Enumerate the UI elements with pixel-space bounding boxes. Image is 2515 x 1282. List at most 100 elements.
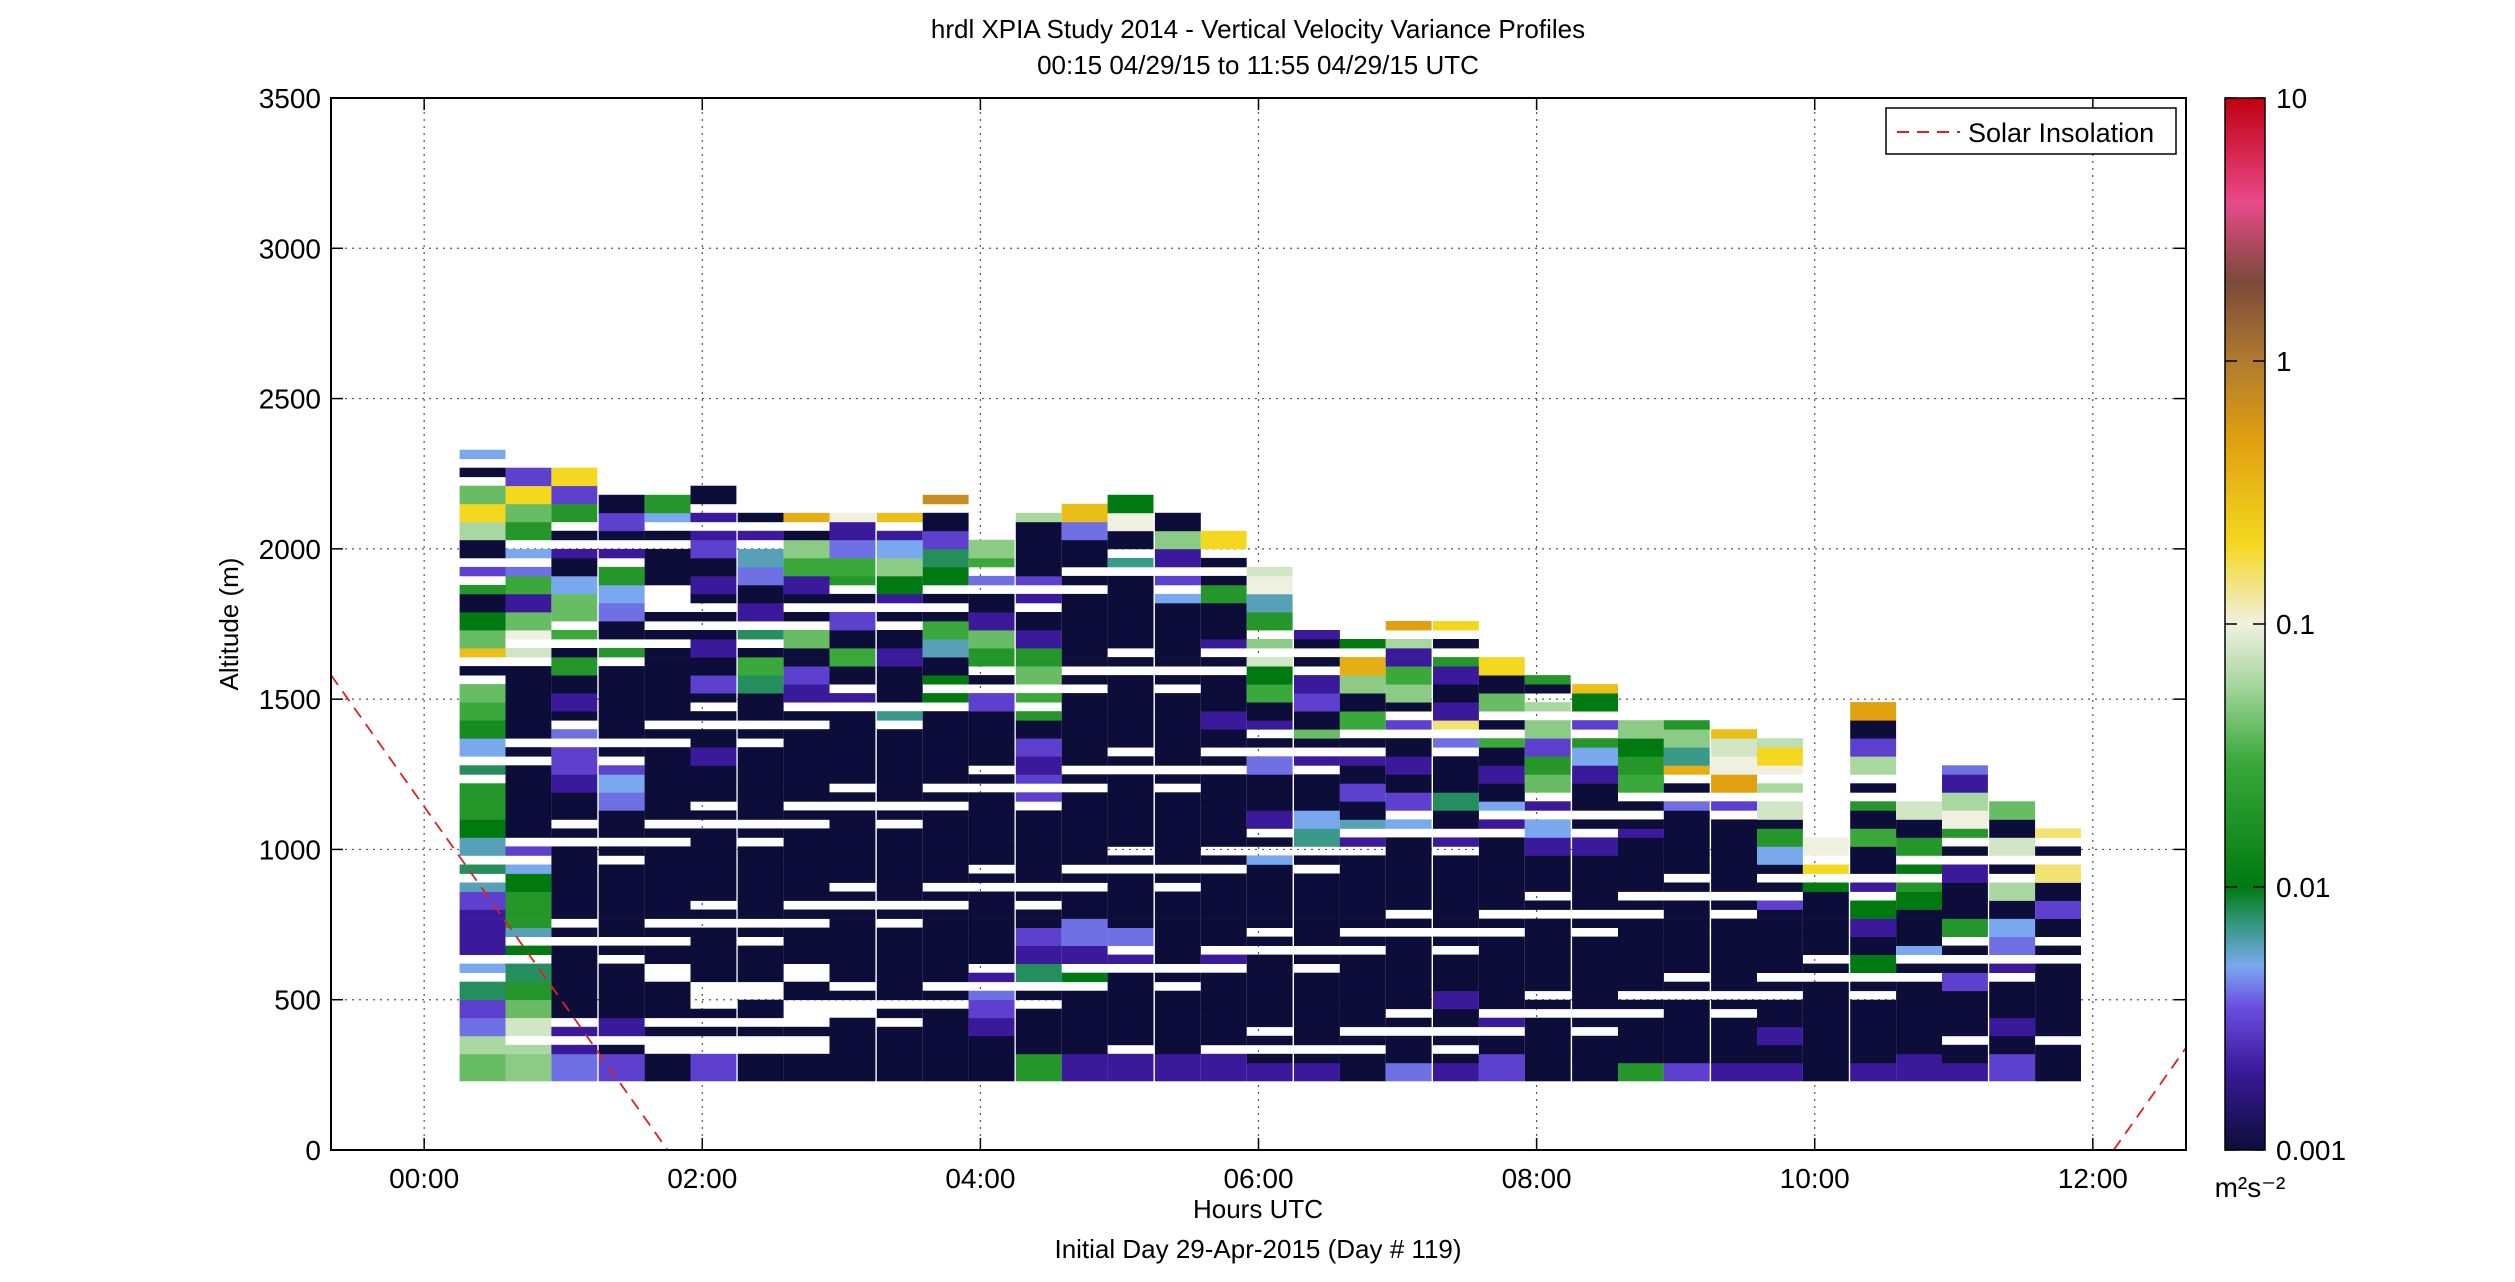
heatmap-cell [1107,593,1154,604]
heatmap-cell [1294,810,1340,820]
heatmap-cell [690,512,737,523]
heatmap-cell [598,918,645,928]
heatmap-cell [551,927,598,937]
heatmap-cell [737,756,784,766]
heatmap-cell [1942,882,1988,892]
heatmap-cell [1433,918,1479,928]
heatmap-cell [551,1071,598,1082]
heatmap-cell [1989,963,2036,973]
heatmap-cell [876,675,923,685]
heatmap-cell [2035,1008,2081,1019]
heatmap-cell [1572,1035,1618,1046]
heatmap-cell [1572,855,1618,865]
heatmap-cell [968,1026,1015,1037]
heatmap-cell [737,909,784,919]
heatmap-cell [1618,729,1664,739]
heatmap-cell [1942,1062,1988,1073]
heatmap-cell [459,747,506,757]
heatmap-cell [968,675,1015,685]
heatmap-cell [829,837,876,847]
heatmap-cell [690,575,737,586]
heatmap-cell [829,693,876,703]
heatmap-cell [1061,521,1108,532]
heatmap-cell [1061,1008,1108,1019]
heatmap-cell [922,945,969,955]
heatmap-cell [644,566,691,577]
heatmap-cell [1478,981,1525,992]
heatmap-cell [644,783,691,793]
heatmap-cell [690,1062,737,1073]
heatmap-cell [2035,864,2081,874]
heatmap-cell [1107,693,1154,703]
heatmap-cell [1107,738,1154,748]
heatmap-cell [1572,864,1618,874]
heatmap-cell [968,1044,1015,1055]
heatmap-cell [1061,918,1108,928]
heatmap-cell [1061,575,1108,586]
heatmap-cell [1385,657,1432,667]
heatmap-cell [922,639,969,649]
plot-area: 00:00 02:00 04:00 06:00 08:00 10:00 12:00 0500… [259,83,2187,1194]
heatmap-cell [690,891,737,901]
heatmap-cell [1433,1071,1479,1082]
heatmap-cell [1200,981,1247,992]
heatmap-cell [1942,819,1988,829]
heatmap-cell [1524,855,1571,865]
heatmap-cell [459,603,506,613]
heatmap-cell [783,828,830,838]
heatmap-cell [1896,909,1942,919]
heatmap-cell [1339,909,1386,919]
legend-box [1885,107,2177,155]
heatmap-cell [737,566,784,577]
heatmap-cell [1433,954,1479,964]
heatmap-cell [1618,999,1664,1010]
heatmap-cell [551,1044,598,1055]
heatmap-cell [644,945,691,955]
heatmap-cell [459,621,506,631]
heatmap-cell [1385,756,1432,766]
heatmap-cell [2035,1071,2081,1082]
heatmap-cell [1246,1071,1293,1082]
heatmap-cell [1663,765,1710,775]
heatmap-cell [505,747,552,757]
heatmap-cell [1757,963,1803,973]
heatmap-cell [968,548,1015,559]
heatmap-cell [876,837,923,847]
heatmap-cell [1618,819,1664,829]
heatmap-cell [1433,666,1479,676]
heatmap-cell [598,684,645,694]
heatmap-cell [505,792,552,802]
heatmap-cell [459,963,506,973]
heatmap-cell [968,657,1015,667]
heatmap-cell [1896,999,1942,1010]
heatmap-cell [1339,891,1386,901]
heatmap-cell [1850,756,1897,766]
heatmap-cell [1154,801,1201,811]
heatmap-cell [1154,648,1201,658]
heatmap-cell [1154,909,1201,919]
heatmap-cell [459,548,506,559]
heatmap-cell [829,675,876,685]
heatmap-cell [1107,675,1154,685]
heatmap-cell [968,774,1015,784]
heatmap-cell [505,530,552,541]
heatmap-cell [1339,1008,1386,1019]
heatmap-cell [1154,828,1201,838]
heatmap-cell [644,1008,691,1019]
heatmap-cell [1850,720,1897,730]
heatmap-cell [1802,936,1849,946]
heatmap-cell [2035,846,2081,856]
heatmap-cell [1200,657,1247,667]
heatmap-cell [1989,900,2036,910]
heatmap-cell [1942,828,1988,838]
heatmap-cell [505,873,552,883]
heatmap-cell [1015,675,1062,685]
heatmap-cell [1061,612,1108,622]
heatmap-cell [459,1026,506,1037]
heatmap-cell [1572,792,1618,802]
heatmap-cell [1942,990,1988,1001]
heatmap-cell [690,963,737,973]
heatmap-cell [968,693,1015,703]
heatmap-cell [737,792,784,802]
heatmap-cell [1339,918,1386,928]
